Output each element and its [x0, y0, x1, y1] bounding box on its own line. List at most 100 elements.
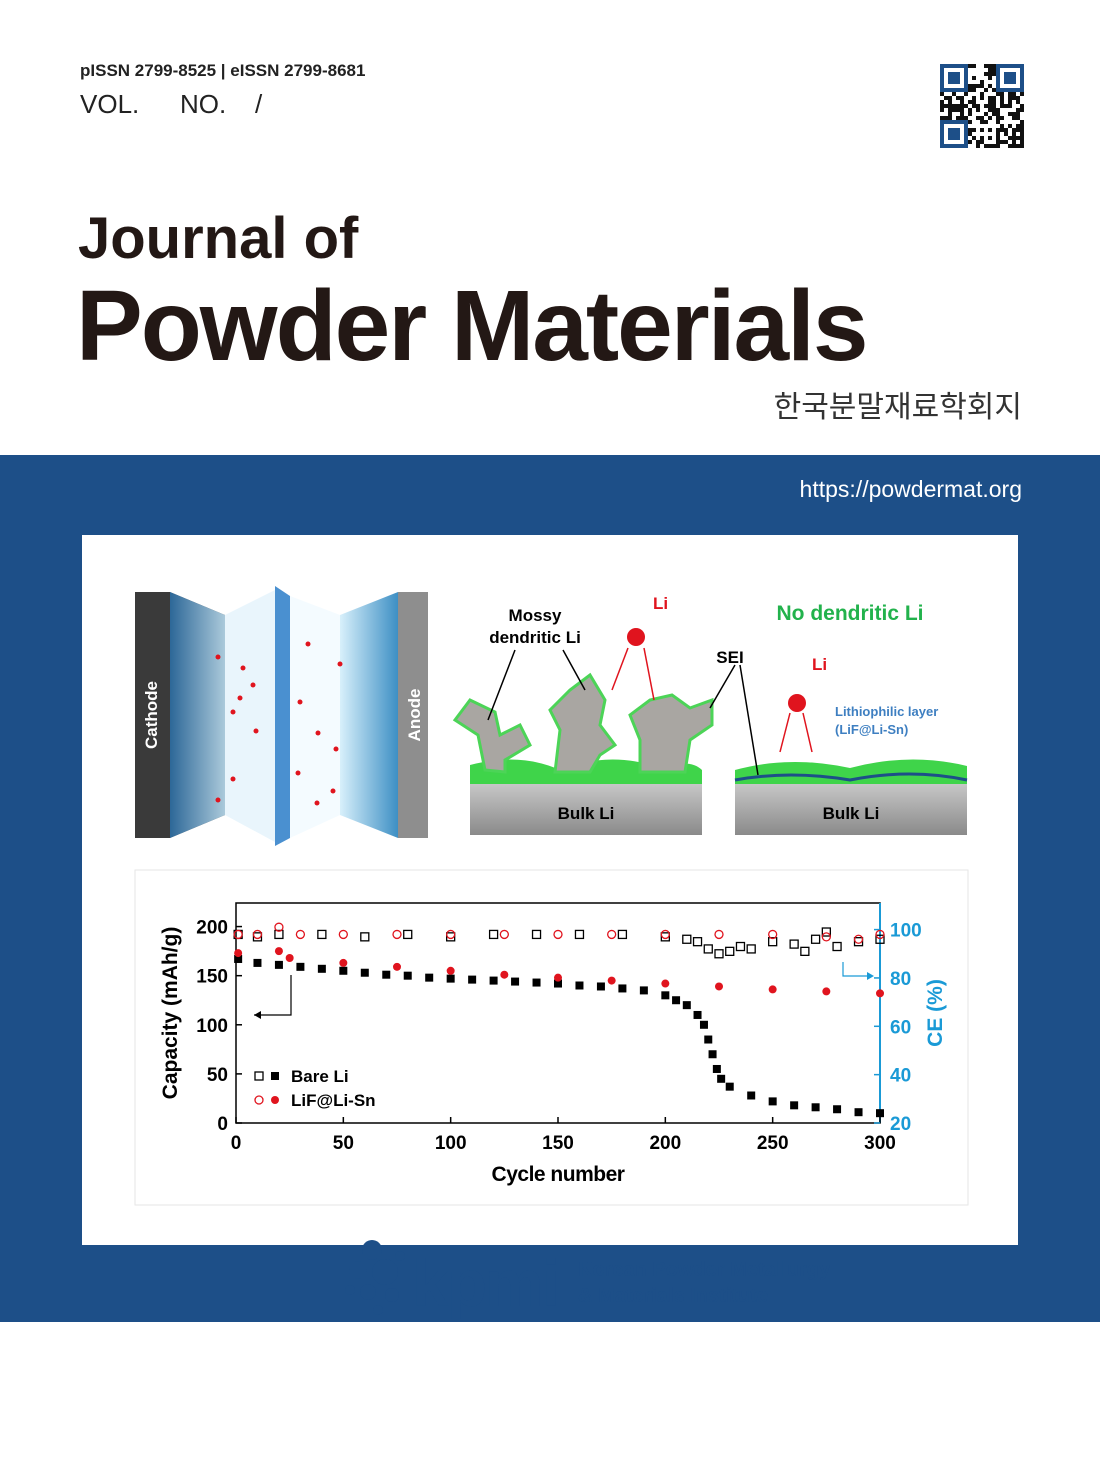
qr-code: [940, 64, 1024, 148]
qr-module: [1020, 140, 1024, 144]
qr-module: [964, 68, 968, 72]
qr-module: [968, 100, 972, 104]
qr-module: [1012, 132, 1016, 136]
capacity-marker: [575, 981, 584, 990]
qr-module: [956, 120, 960, 124]
qr-module: [1012, 72, 1016, 76]
qr-module: [1016, 96, 1020, 100]
ce-marker: [853, 937, 864, 947]
qr-module: [948, 112, 952, 116]
qr-module: [960, 104, 964, 108]
capacity-marker: [699, 1020, 708, 1029]
ce-marker: [574, 929, 585, 940]
qr-module: [1012, 136, 1016, 140]
qr-module: [952, 108, 956, 112]
chart-box: [134, 869, 969, 1206]
qr-module: [964, 76, 968, 80]
capacity-marker: [274, 960, 283, 969]
qr-module: [944, 104, 948, 108]
qr-module: [1004, 64, 1008, 68]
capacity-marker: [833, 1105, 842, 1114]
ce-marker: [252, 929, 263, 940]
y2-tick-label: 20: [890, 1114, 911, 1135]
qr-module: [992, 96, 996, 100]
capacity-marker: [500, 970, 509, 979]
qr-module: [1000, 104, 1004, 108]
qr-module: [1020, 84, 1024, 88]
capacity-marker: [446, 974, 455, 983]
qr-module: [960, 144, 964, 148]
legend-label: Bare Li: [291, 1067, 349, 1086]
qr-module: [960, 100, 964, 104]
ce-marker: [254, 1071, 264, 1081]
capacity-marker: [768, 1097, 777, 1106]
dendrite-illustration: Mossy dendritic Li Li SEI No dendritic L…: [452, 594, 968, 835]
capacity-marker: [532, 978, 541, 987]
qr-module: [1008, 144, 1012, 148]
qr-module: [968, 112, 972, 116]
qr-module: [972, 76, 976, 80]
ce-marker: [252, 932, 263, 942]
x-tick-label: 100: [435, 1133, 467, 1154]
qr-module: [1004, 88, 1008, 92]
qr-module: [1004, 76, 1008, 80]
qr-module: [972, 128, 976, 132]
ce-marker: [254, 1095, 264, 1105]
qr-module: [944, 120, 948, 124]
qr-module: [968, 120, 972, 124]
qr-module: [940, 144, 944, 148]
url[interactable]: https://powdermat.org: [800, 476, 1022, 502]
qr-module: [976, 144, 980, 148]
qr-module: [1020, 128, 1024, 132]
qr-module: [1012, 80, 1016, 84]
qr-module: [960, 112, 964, 116]
qr-module: [1020, 132, 1024, 136]
qr-module: [988, 144, 992, 148]
qr-module: [1016, 100, 1020, 104]
battery-illustration: Cathode Anode: [135, 586, 428, 846]
axis-arrow-head: [254, 1011, 261, 1019]
qr-module: [1000, 116, 1004, 120]
qr-module: [988, 76, 992, 80]
qr-module: [952, 132, 956, 136]
qr-module: [956, 72, 960, 76]
qr-module: [984, 64, 988, 68]
ce-marker: [499, 929, 509, 940]
capacity-marker: [712, 1064, 721, 1073]
qr-module: [944, 116, 948, 120]
qr-module: [940, 116, 944, 120]
qr-module: [952, 88, 956, 92]
qr-module: [956, 136, 960, 140]
bulk-label: Bulk Li: [823, 804, 880, 823]
qr-module: [988, 116, 992, 120]
slash: /: [255, 89, 263, 119]
capacity-marker: [822, 987, 831, 996]
qr-module: [940, 84, 944, 88]
capacity-marker: [596, 982, 605, 991]
qr-module: [956, 144, 960, 148]
qr-module: [976, 140, 980, 144]
capacity-marker: [715, 982, 723, 991]
qr-module: [964, 84, 968, 88]
y-axis-title: Capacity (mAh/g): [159, 927, 182, 1100]
ce-marker: [692, 937, 703, 947]
qr-module: [980, 96, 984, 100]
qr-module: [1016, 136, 1020, 140]
qr-module: [1000, 128, 1004, 132]
qr-module: [968, 108, 972, 112]
qr-module: [984, 88, 988, 92]
qr-module: [976, 104, 980, 108]
x-tick-label: 150: [542, 1133, 574, 1154]
y-tick-label: 200: [196, 918, 228, 939]
qr-module: [972, 100, 976, 104]
qr-module: [964, 80, 968, 84]
qr-module: [1020, 64, 1024, 68]
mossy-label: Mossy: [509, 606, 562, 625]
capacity-marker: [661, 991, 670, 1000]
ce-marker: [233, 929, 243, 940]
qr-module: [996, 108, 1000, 112]
qr-module: [1008, 76, 1012, 80]
ce-marker: [821, 927, 831, 937]
ce-marker: [660, 932, 670, 942]
capacity-marker: [672, 996, 681, 1005]
